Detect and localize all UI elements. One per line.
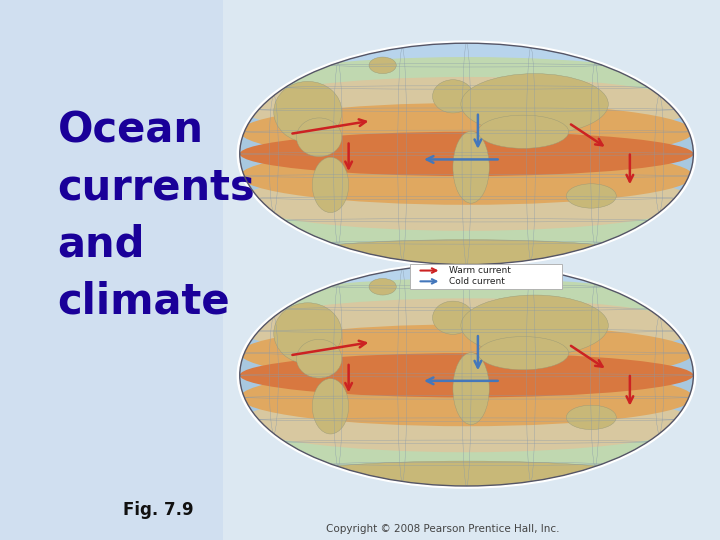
Ellipse shape bbox=[433, 301, 473, 334]
Ellipse shape bbox=[240, 210, 693, 275]
Ellipse shape bbox=[297, 461, 636, 489]
Ellipse shape bbox=[453, 353, 490, 424]
Text: and: and bbox=[58, 224, 145, 265]
Text: Fig. 7.9: Fig. 7.9 bbox=[123, 501, 194, 519]
Ellipse shape bbox=[240, 147, 693, 205]
Ellipse shape bbox=[453, 131, 490, 203]
Ellipse shape bbox=[240, 279, 693, 339]
Ellipse shape bbox=[461, 73, 608, 134]
Bar bbox=[410, 264, 562, 289]
Ellipse shape bbox=[567, 405, 616, 429]
Ellipse shape bbox=[240, 369, 693, 426]
Ellipse shape bbox=[240, 353, 693, 397]
Ellipse shape bbox=[240, 411, 693, 472]
Ellipse shape bbox=[240, 265, 693, 486]
Text: currents: currents bbox=[58, 167, 256, 208]
Text: Copyright © 2008 Pearson Prentice Hall, Inc.: Copyright © 2008 Pearson Prentice Hall, … bbox=[326, 523, 559, 534]
Text: Ocean: Ocean bbox=[58, 110, 204, 152]
Ellipse shape bbox=[240, 392, 693, 452]
Ellipse shape bbox=[240, 253, 693, 320]
Ellipse shape bbox=[567, 184, 616, 208]
Ellipse shape bbox=[240, 325, 693, 382]
Ellipse shape bbox=[312, 379, 348, 434]
Ellipse shape bbox=[297, 240, 636, 267]
Text: Warm current: Warm current bbox=[449, 266, 510, 275]
Ellipse shape bbox=[240, 57, 693, 118]
Ellipse shape bbox=[240, 190, 693, 251]
Text: climate: climate bbox=[58, 280, 230, 322]
Ellipse shape bbox=[297, 339, 342, 378]
Ellipse shape bbox=[240, 299, 693, 359]
Ellipse shape bbox=[240, 132, 693, 176]
Ellipse shape bbox=[240, 103, 693, 160]
Ellipse shape bbox=[461, 295, 608, 356]
Ellipse shape bbox=[274, 82, 342, 142]
Ellipse shape bbox=[312, 157, 348, 213]
Ellipse shape bbox=[240, 431, 693, 497]
Ellipse shape bbox=[240, 32, 693, 98]
Ellipse shape bbox=[433, 80, 473, 113]
Ellipse shape bbox=[369, 57, 396, 73]
Ellipse shape bbox=[478, 336, 569, 370]
Bar bbox=[223, 0, 720, 540]
Ellipse shape bbox=[297, 118, 342, 157]
Ellipse shape bbox=[240, 77, 693, 138]
Ellipse shape bbox=[274, 303, 342, 363]
Ellipse shape bbox=[240, 170, 693, 231]
Ellipse shape bbox=[478, 115, 569, 148]
Ellipse shape bbox=[240, 43, 693, 265]
Ellipse shape bbox=[369, 279, 396, 295]
Text: Cold current: Cold current bbox=[449, 277, 505, 286]
